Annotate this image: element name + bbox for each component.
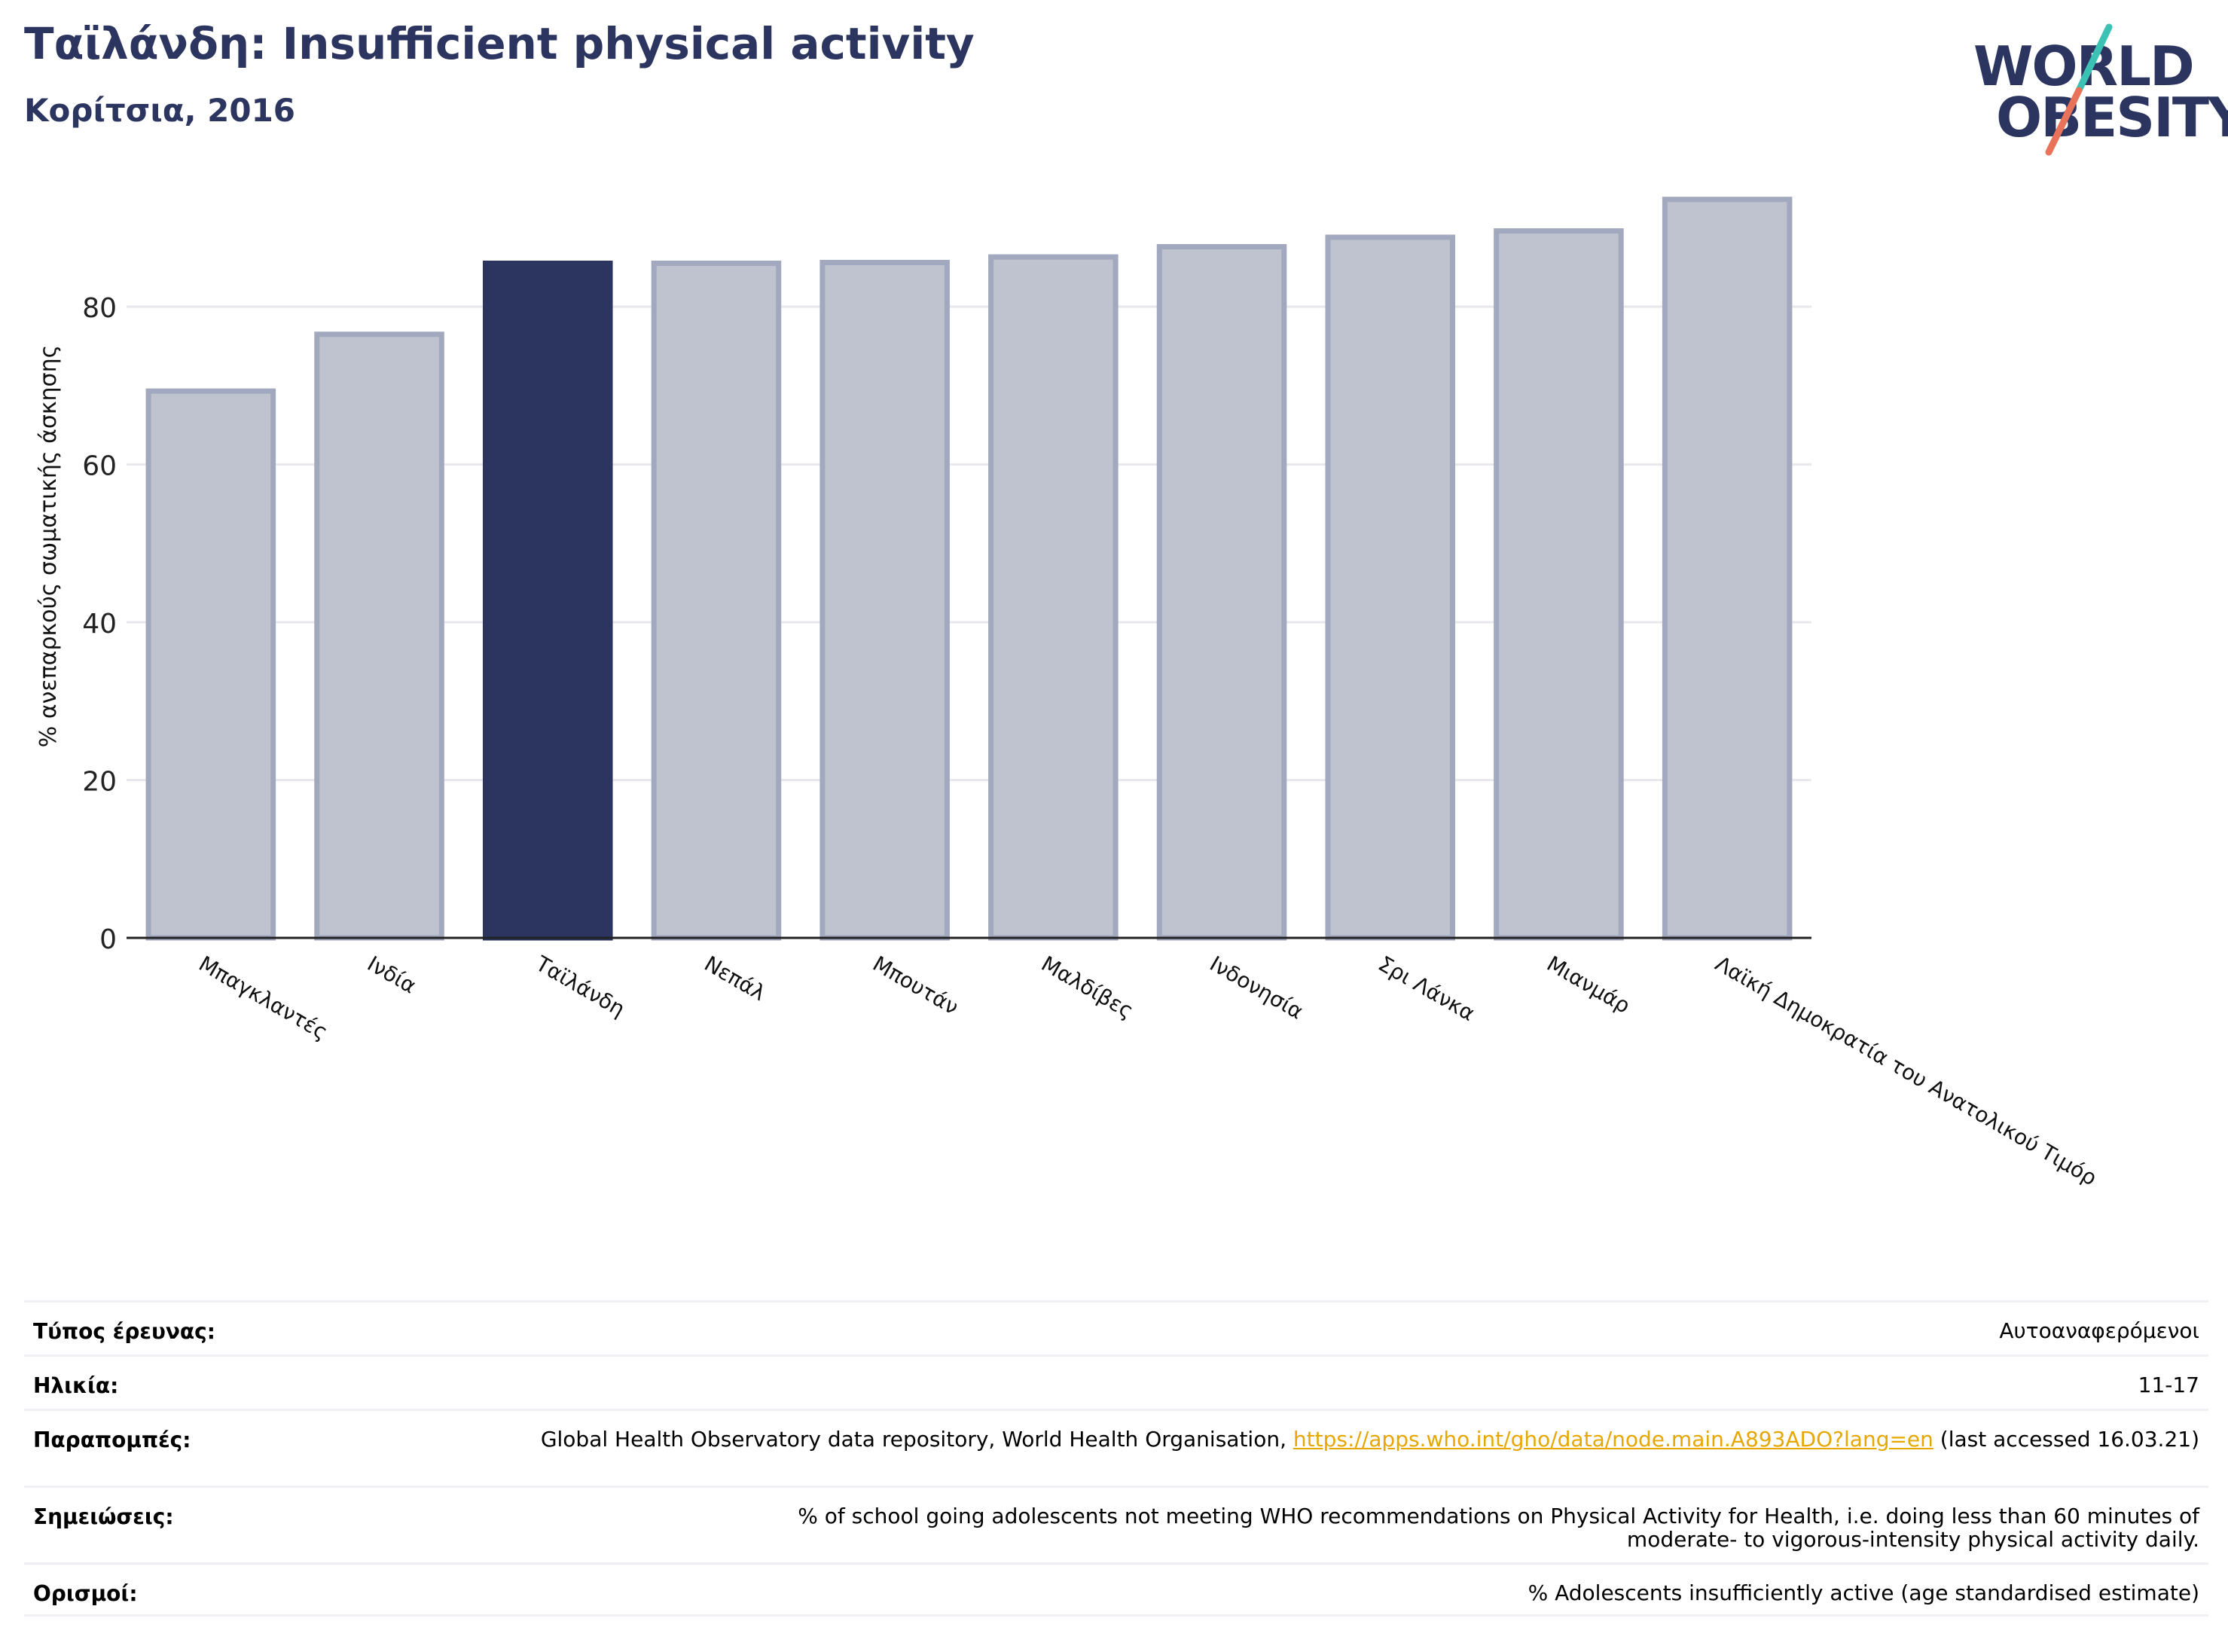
- x-tick-label: Νεπάλ: [700, 951, 770, 1006]
- bar-4[interactable]: [819, 259, 950, 941]
- logo-slash-icon: [2045, 23, 2113, 156]
- definitions-value: % Adolescents insufficiently active (age…: [1528, 1580, 2199, 1605]
- bar-1[interactable]: [314, 331, 444, 941]
- x-tick-label: Μαλδίβες: [1037, 951, 1138, 1023]
- bar-3[interactable]: [651, 261, 782, 941]
- references-label: Παραπομπές:: [33, 1428, 191, 1452]
- info-row-definitions: Ορισμοί: % Adolescents insufficiently ac…: [24, 1562, 2208, 1617]
- references-suffix: (last accessed 16.03.21): [1933, 1427, 2199, 1452]
- age-value: 11-17: [2138, 1373, 2199, 1397]
- x-tick-label: Μιανμάρ: [1543, 951, 1634, 1018]
- references-value: Global Health Observatory data repositor…: [541, 1411, 2199, 1486]
- info-row-notes: Σημειώσεις: % of school going adolescent…: [24, 1486, 2208, 1562]
- x-tick-label: Σρι Λάνκα: [1374, 951, 1479, 1026]
- x-tick-label: Μπαγκλαντές: [194, 951, 331, 1044]
- bar-6[interactable]: [1156, 244, 1287, 941]
- y-tick-label: 60: [82, 451, 117, 482]
- bar-0[interactable]: [145, 388, 276, 941]
- x-tick-label: Μπουτάν: [868, 951, 963, 1019]
- age-label: Ηλικία:: [33, 1373, 119, 1398]
- notes-label: Σημειώσεις:: [33, 1504, 174, 1529]
- survey-type-label: Τύπος έρευνας:: [33, 1319, 215, 1344]
- y-tick-label: 0: [99, 924, 117, 955]
- x-tick-label: Ινδονησία: [1206, 951, 1308, 1024]
- x-tick-label: Ταϊλάνδη: [531, 951, 629, 1021]
- info-row-age: Ηλικία: 11-17: [24, 1354, 2208, 1409]
- info-table: Τύπος έρευνας: Αυτοαναφερόμενοι Ηλικία: …: [24, 1300, 2208, 1617]
- bar-2[interactable]: [482, 261, 613, 941]
- page-subtitle: Κορίτσια, 2016: [24, 92, 296, 129]
- world-obesity-logo: WORLD OBESITY: [1966, 23, 2228, 158]
- logo-line-2: OBESITY: [1996, 86, 2228, 149]
- bar-9[interactable]: [1662, 197, 1793, 941]
- x-tick-label: Λαϊκή Δημοκρατία του Ανατολικού Τιμόρ: [1711, 951, 2101, 1190]
- references-prefix: Global Health Observatory data repositor…: [540, 1427, 1293, 1452]
- notes-value: % of school going adolescents not meetin…: [798, 1504, 2199, 1552]
- page-title: Ταϊλάνδη: Insufficient physical activity: [24, 18, 975, 69]
- bar-5[interactable]: [988, 254, 1119, 941]
- bar-8[interactable]: [1494, 228, 1624, 941]
- info-row-references: Παραπομπές: Global Health Observatory da…: [24, 1409, 2208, 1486]
- bar-7[interactable]: [1325, 234, 1456, 941]
- info-row-survey-type: Τύπος έρευνας: Αυτοαναφερόμενοι: [24, 1300, 2208, 1354]
- y-axis-label: % ανεπαρκούς σωματικής άσκησης: [35, 345, 62, 747]
- survey-type-value: Αυτοαναφερόμενοι: [1999, 1318, 2199, 1343]
- y-tick-label: 80: [82, 293, 117, 324]
- bars: [145, 197, 1793, 941]
- references-link[interactable]: https://apps.who.int/gho/data/node.main.…: [1293, 1427, 1933, 1452]
- x-tick-label: Ινδία: [363, 951, 420, 998]
- definitions-label: Ορισμοί:: [33, 1581, 138, 1606]
- y-tick-label: 20: [82, 767, 117, 798]
- y-tick-label: 40: [82, 609, 117, 640]
- bar-chart: 0 20 40 60 80 Μπαγκλαντές Ινδία Ταϊλάνδη Νεπάλ Μπ…: [35, 197, 2101, 1191]
